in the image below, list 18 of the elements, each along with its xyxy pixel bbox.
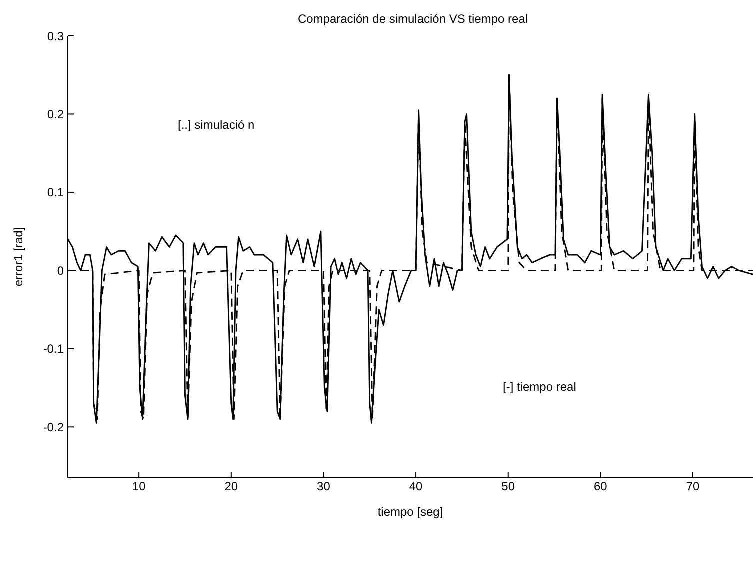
- x-axis-title: tiempo [seg]: [378, 505, 444, 519]
- x-tick-label: 20: [224, 480, 238, 494]
- annotation: [-] tiempo real: [503, 380, 576, 394]
- y-tick-label: 0.3: [47, 29, 64, 44]
- x-tick-label: 10: [132, 480, 146, 494]
- y-tick-label: 0.1: [47, 186, 64, 200]
- x-tick-label: 60: [594, 480, 608, 494]
- x-tick-label: 50: [502, 480, 516, 494]
- y-tick-label: 0: [57, 264, 64, 278]
- x-tick-label: 70: [686, 480, 700, 494]
- chart-title: Comparación de simulación VS tiempo real: [296, 12, 530, 26]
- y-tick-label: 0.2: [47, 107, 64, 122]
- x-tick-label: 30: [317, 480, 331, 494]
- y-tick-label: -0.2: [43, 420, 64, 434]
- x-tick-label: 40: [409, 480, 424, 494]
- y-tick-label: -0.1: [43, 342, 64, 356]
- annotation: [..] simulació n: [178, 118, 255, 132]
- y-axis-title: error1 [rad]: [11, 227, 26, 287]
